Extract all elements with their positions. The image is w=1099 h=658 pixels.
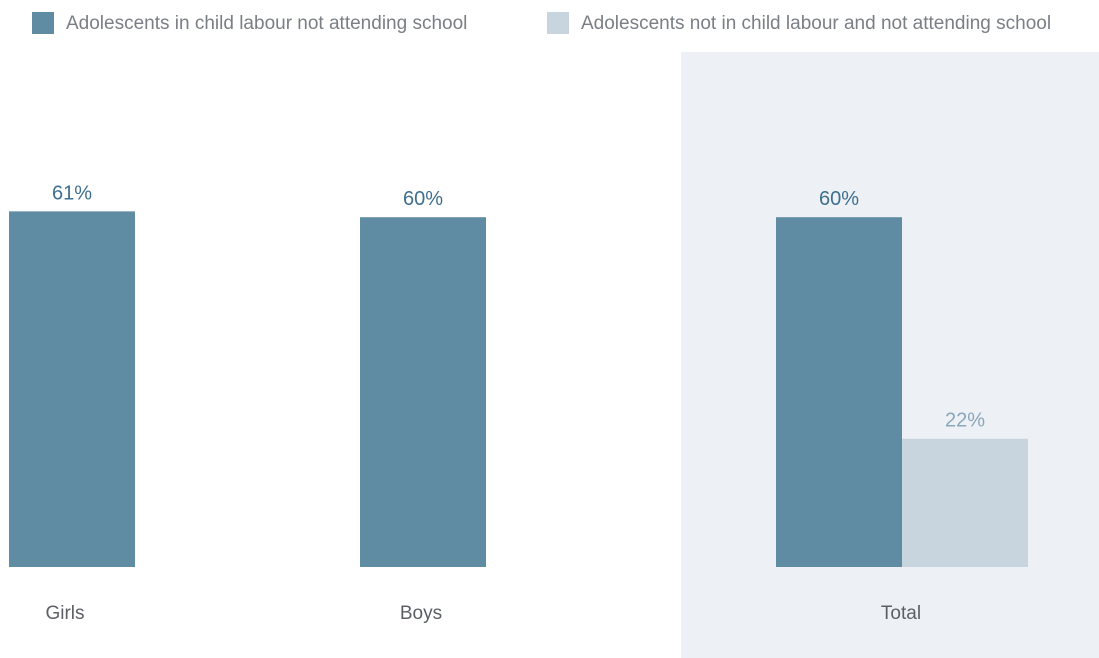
category-label-boys: Boys bbox=[400, 603, 442, 624]
legend-label-not-child-labour: Adolescents not in child labour and not … bbox=[581, 13, 1051, 34]
bar-boys-series-1 bbox=[360, 217, 486, 567]
bar-total-series-1 bbox=[776, 217, 902, 567]
data-label-total-series-2: 22% bbox=[945, 410, 985, 432]
legend-swatch-child-labour bbox=[32, 12, 54, 34]
bar-total-series-2 bbox=[902, 438, 1028, 567]
data-label-boys-series-1: 60% bbox=[403, 188, 443, 210]
bars bbox=[9, 211, 1028, 567]
bar-girls-series-1 bbox=[9, 211, 135, 567]
legend-swatch-not-child-labour bbox=[547, 12, 569, 34]
legend-label-child-labour: Adolescents in child labour not attendin… bbox=[66, 13, 467, 34]
category-label-girls: Girls bbox=[45, 603, 84, 624]
category-label-total: Total bbox=[881, 603, 921, 624]
data-label-total-series-1: 60% bbox=[819, 188, 859, 210]
data-label-girls-series-1: 61% bbox=[52, 182, 92, 204]
legend: Adolescents in child labour not attendin… bbox=[32, 12, 1051, 34]
data-labels: 61% 60% 60% 22% bbox=[52, 182, 985, 431]
category-labels: Girls Boys Total bbox=[45, 603, 921, 624]
